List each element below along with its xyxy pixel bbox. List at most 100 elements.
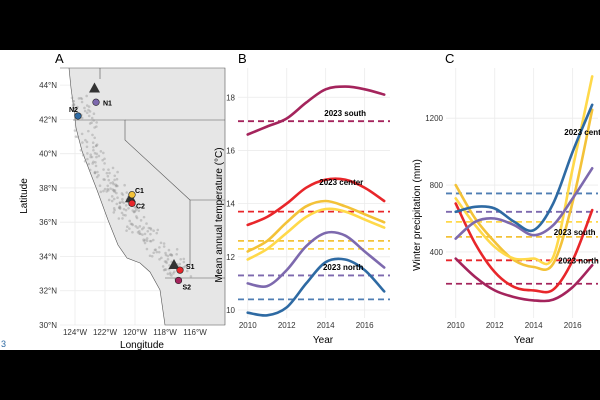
panel-letter-a: A xyxy=(55,51,64,66)
occurrence-point xyxy=(70,96,74,100)
occurrence-point xyxy=(84,138,87,142)
occurrence-point xyxy=(103,162,106,165)
occurrence-point xyxy=(88,168,92,172)
occurrence-point xyxy=(166,254,170,258)
annotation-label: 2023 north xyxy=(323,263,364,272)
occurrence-point xyxy=(85,111,89,115)
occurrence-point xyxy=(97,154,101,158)
site-marker-c1 xyxy=(128,191,136,199)
occurrence-point xyxy=(123,183,126,187)
map-sites: N1 N2 C1 C2 S1 S2 xyxy=(69,98,195,291)
occurrence-point xyxy=(95,125,98,128)
occurrence-point xyxy=(184,264,187,268)
occurrence-point xyxy=(158,257,161,261)
occurrence-point xyxy=(152,238,155,242)
occurrence-point xyxy=(80,100,84,104)
occurrence-point xyxy=(170,254,174,257)
occurrence-point xyxy=(155,250,159,254)
occurrence-point xyxy=(73,129,77,132)
map-y-tick-label: 34°N xyxy=(39,252,57,261)
occurrence-point xyxy=(135,216,139,220)
occurrence-point xyxy=(105,190,108,193)
occurrence-point xyxy=(182,260,186,264)
occurrence-point xyxy=(182,266,185,269)
occurrence-point xyxy=(91,133,94,137)
map-land xyxy=(60,67,226,326)
occurrence-point xyxy=(142,239,146,243)
occurrence-point xyxy=(94,144,98,148)
occurrence-point xyxy=(133,209,137,213)
series-line-center-orange xyxy=(246,199,386,253)
panel-c-y-axis-title: Winter precipitation (mm) xyxy=(412,159,423,271)
occurrence-point xyxy=(135,208,138,211)
occurrence-point xyxy=(109,187,112,190)
occurrence-point xyxy=(111,188,115,191)
occurrence-point xyxy=(77,97,81,100)
y-tick-label: 18 xyxy=(226,93,235,102)
occurrence-point xyxy=(120,192,124,195)
occurrence-point xyxy=(175,252,178,256)
series-line-north-blue xyxy=(246,257,386,317)
occurrence-point xyxy=(87,114,91,118)
occurrence-point xyxy=(95,152,99,156)
occurrence-point xyxy=(136,226,139,230)
occurrence-point xyxy=(87,105,91,108)
occurrence-point xyxy=(107,198,111,202)
occurrence-point xyxy=(81,141,84,144)
occurrence-point xyxy=(133,210,136,214)
occurrence-point xyxy=(115,177,119,181)
occurrence-point xyxy=(92,160,95,164)
occurrence-point xyxy=(110,199,114,203)
panel-b-temperature-chart: 2023 south 2023 center 2023 north 2010 2012… xyxy=(214,68,390,346)
occurrence-point xyxy=(145,247,149,251)
series-line-center-yellow xyxy=(454,75,594,266)
map-y-tick-label: 32°N xyxy=(39,287,57,296)
occurrence-point xyxy=(89,155,92,159)
occurrence-point xyxy=(90,155,94,159)
occurrence-point xyxy=(158,246,161,249)
occurrence-point xyxy=(138,225,142,228)
occurrence-point xyxy=(139,232,142,236)
occurrence-point xyxy=(113,208,116,212)
occurrence-point xyxy=(164,251,167,255)
occurrence-point xyxy=(106,174,110,178)
occurrence-point xyxy=(178,262,182,266)
occurrence-point xyxy=(125,229,128,232)
occurrence-point xyxy=(129,222,133,226)
x-tick-label: 2010 xyxy=(447,321,465,330)
occurrence-point xyxy=(72,99,75,103)
occurrence-point xyxy=(165,261,168,265)
occurrence-point xyxy=(88,110,92,113)
occurrence-point xyxy=(112,211,116,214)
occurrence-point xyxy=(164,268,168,271)
map-y-tick-label: 40°N xyxy=(39,150,57,159)
map-triangle-marker xyxy=(168,259,180,270)
occurrence-point xyxy=(95,143,99,146)
map-x-ticks: 124°W 122°W 120°W 118°W 116°W xyxy=(63,328,207,337)
occurrence-point xyxy=(131,230,134,234)
map-x-tick-label: 122°W xyxy=(93,328,118,337)
annotation-label: 2023 north xyxy=(558,257,599,266)
occurrence-point xyxy=(124,214,127,217)
occurrence-point xyxy=(135,215,138,218)
occurrence-point xyxy=(83,159,87,163)
panel-c-x-ticks: 2010 2012 2014 2016 xyxy=(447,321,582,330)
occurrence-point xyxy=(91,162,94,165)
occurrence-point xyxy=(139,219,143,222)
occurrence-point xyxy=(162,245,166,248)
occurrence-point xyxy=(162,242,166,245)
panel-c-precipitation-chart: 2023 center 2023 south 2023 north 2010 2012… xyxy=(412,68,600,346)
x-tick-label: 2016 xyxy=(564,321,582,330)
map-y-axis-title: Latitude xyxy=(19,178,30,214)
occurrence-point xyxy=(116,170,119,174)
occurrence-point xyxy=(87,162,91,166)
map-x-tick-label: 118°W xyxy=(153,328,177,337)
occurrence-point xyxy=(175,247,179,251)
series-line-north-purple xyxy=(246,230,386,288)
occurrence-point xyxy=(124,204,128,207)
y-tick-label: 10 xyxy=(226,306,235,315)
occurrence-point xyxy=(94,161,97,164)
occurrence-point xyxy=(154,248,157,252)
occurrence-point xyxy=(97,174,100,177)
occurrence-point xyxy=(170,274,173,277)
